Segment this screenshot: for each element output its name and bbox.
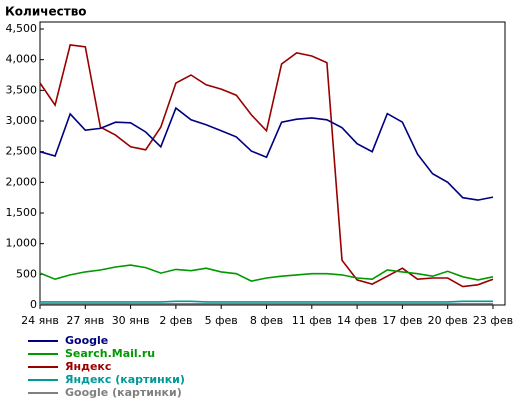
legend-label: Google xyxy=(65,334,108,347)
x-tick-label: 8 фев xyxy=(250,314,283,327)
series-line xyxy=(40,300,493,303)
x-tick-label: 20 фев xyxy=(428,314,468,327)
y-tick-label: 1,500 xyxy=(6,206,38,219)
series-line xyxy=(39,44,494,288)
x-tick-label: 24 янв xyxy=(21,314,59,327)
x-tick-label: 17 фев xyxy=(382,314,422,327)
y-tick-label: 1,000 xyxy=(6,237,38,250)
x-tick-label: 30 янв xyxy=(112,314,150,327)
plot-frame xyxy=(39,21,506,306)
legend-label: Search.Mail.ru xyxy=(65,347,155,360)
y-tick-label: 3,000 xyxy=(6,114,38,127)
y-tick-label: 0 xyxy=(30,298,37,311)
x-tick-label: 14 фев xyxy=(337,314,377,327)
legend-label: Google (картинки) xyxy=(65,386,182,399)
y-tick-label: 3,500 xyxy=(6,83,38,96)
y-tick-label: 4,000 xyxy=(6,53,38,66)
y-tick-label: 500 xyxy=(16,267,37,280)
x-tick-label: 2 фев xyxy=(159,314,192,327)
series-line xyxy=(39,264,494,282)
y-tick-label: 4,500 xyxy=(6,22,38,35)
x-tick-label: 5 фев xyxy=(205,314,238,327)
legend-label: Яндекс xyxy=(65,360,111,373)
y-tick-label: 2,500 xyxy=(6,145,38,158)
series-line xyxy=(39,106,494,201)
x-tick-label: 27 янв xyxy=(66,314,104,327)
legend-label: Яндекс (картинки) xyxy=(65,373,185,386)
chart-title: Количество xyxy=(5,5,87,19)
y-tick-label: 2,000 xyxy=(6,175,38,188)
x-tick-label: 11 фев xyxy=(292,314,332,327)
x-tick-label: 23 фев xyxy=(473,314,513,327)
